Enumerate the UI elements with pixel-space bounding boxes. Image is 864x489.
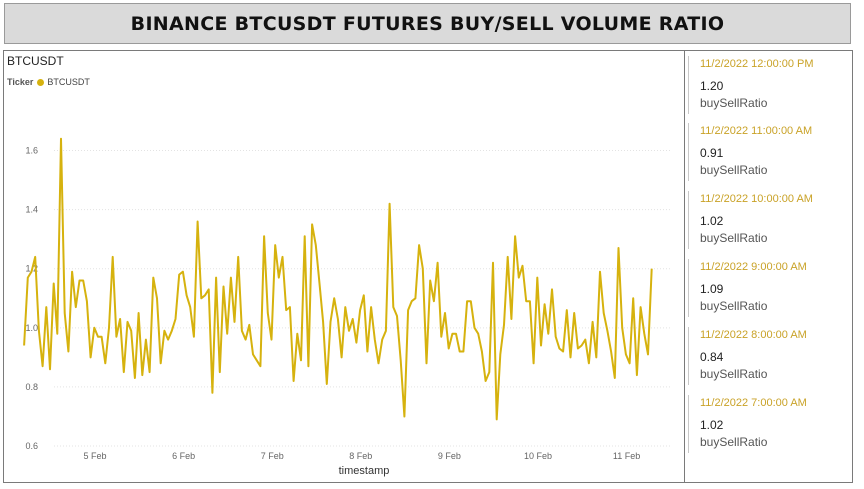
report-title-bar: BINANCE BTCUSDT FUTURES BUY/SELL VOLUME … bbox=[4, 3, 851, 44]
chart-legend[interactable]: Ticker BTCUSDT bbox=[7, 77, 90, 87]
card-value: 0.91 bbox=[700, 146, 724, 160]
y-tick-label: 0.8 bbox=[25, 382, 38, 392]
x-tick-label: 10 Feb bbox=[524, 451, 552, 461]
y-tick-label: 0.6 bbox=[25, 441, 38, 451]
card-value: 1.20 bbox=[700, 79, 724, 93]
value-card: 11/2/2022 9:00:00 AM 1.09 buySellRatio bbox=[688, 259, 838, 317]
card-value: 0.84 bbox=[700, 350, 724, 364]
card-value: 1.02 bbox=[700, 418, 724, 432]
recent-values-panel: 11/2/2022 12:00:00 PM 1.20 buySellRatio … bbox=[685, 50, 853, 483]
line-chart-panel[interactable]: BTCUSDT Ticker BTCUSDT 0.6 0.8 1.0 1.2 1.4 1.… bbox=[3, 50, 685, 483]
legend-title: Ticker bbox=[7, 77, 34, 87]
x-tick-label: 7 Feb bbox=[261, 451, 284, 461]
x-tick-label: 6 Feb bbox=[172, 451, 195, 461]
card-timestamp: 11/2/2022 12:00:00 PM bbox=[700, 58, 814, 70]
legend-marker-icon bbox=[37, 78, 45, 86]
card-timestamp: 11/2/2022 10:00:00 AM bbox=[700, 193, 813, 205]
report-title: BINANCE BTCUSDT FUTURES BUY/SELL VOLUME … bbox=[130, 12, 725, 35]
card-timestamp: 11/2/2022 11:00:00 AM bbox=[700, 125, 813, 137]
y-tick-label: 1.6 bbox=[25, 146, 38, 156]
card-timestamp: 11/2/2022 9:00:00 AM bbox=[700, 261, 807, 273]
card-label: buySellRatio bbox=[700, 367, 768, 381]
card-label: buySellRatio bbox=[700, 96, 768, 110]
chart-title: BTCUSDT bbox=[7, 54, 64, 68]
card-timestamp: 11/2/2022 8:00:00 AM bbox=[700, 329, 807, 341]
card-value: 1.02 bbox=[700, 214, 724, 228]
value-card: 11/2/2022 12:00:00 PM 1.20 buySellRatio bbox=[688, 56, 838, 114]
x-tick-label: 5 Feb bbox=[83, 451, 106, 461]
card-label: buySellRatio bbox=[700, 435, 768, 449]
line-chart-plot[interactable]: 0.60.81.01.21.41.65 Feb 6 Feb 7 Feb 8 Feb 9 … bbox=[4, 51, 684, 482]
card-label: buySellRatio bbox=[700, 299, 768, 313]
value-card: 11/2/2022 8:00:00 AM 0.84 buySellRatio bbox=[688, 327, 838, 385]
value-card: 11/2/2022 7:00:00 AM 1.02 buySellRatio bbox=[688, 395, 838, 453]
legend-entry-btcusdt[interactable]: BTCUSDT bbox=[47, 77, 90, 87]
card-timestamp: 11/2/2022 7:00:00 AM bbox=[700, 397, 807, 409]
x-tick-label: 8 Feb bbox=[349, 451, 372, 461]
x-tick-label: 11 Feb bbox=[613, 451, 640, 461]
x-tick-label: 9 Feb bbox=[438, 451, 461, 461]
card-label: buySellRatio bbox=[700, 231, 768, 245]
value-card: 11/2/2022 11:00:00 AM 0.91 buySellRatio bbox=[688, 123, 838, 181]
card-label: buySellRatio bbox=[700, 163, 768, 177]
series-line-btcusdt[interactable] bbox=[23, 137, 653, 421]
y-tick-label: 1.4 bbox=[25, 205, 38, 215]
value-card: 11/2/2022 10:00:00 AM 1.02 buySellRatio bbox=[688, 191, 838, 249]
card-value: 1.09 bbox=[700, 282, 724, 296]
y-tick-label: 1.0 bbox=[25, 323, 38, 333]
x-axis-title: timestamp bbox=[339, 465, 390, 477]
